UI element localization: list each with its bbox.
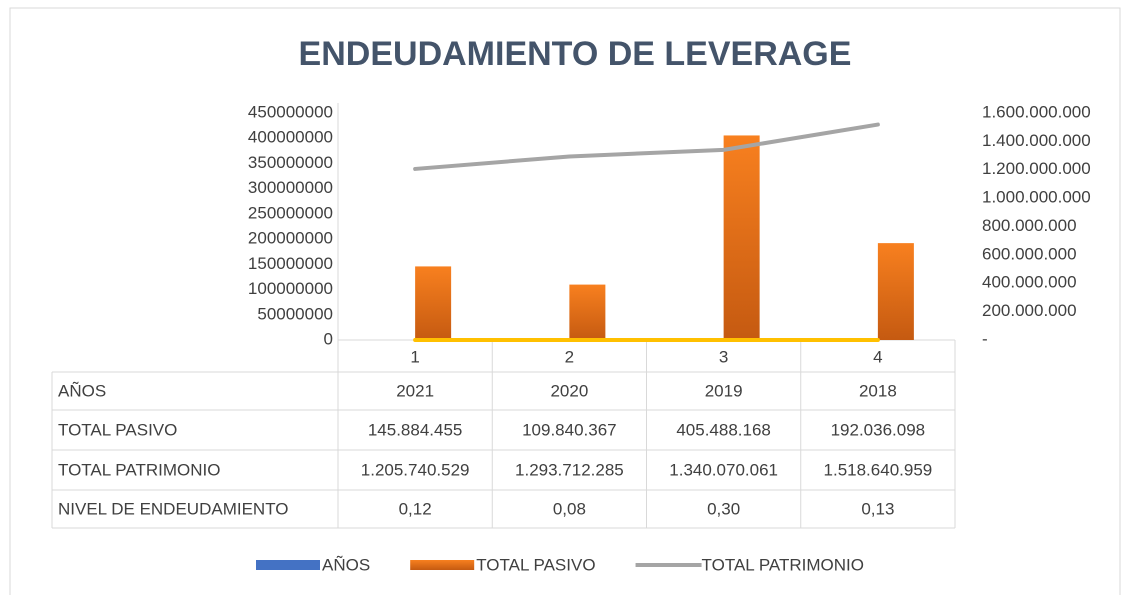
y-tick-label: 50000000 [257,304,333,323]
table-row-header: TOTAL PASIVO [58,420,177,439]
legend-swatch [410,560,475,570]
y2-tick-label: 800.000.000 [982,216,1077,235]
bar [415,266,452,340]
table-cell: 2018 [859,381,897,400]
y2-tick-label: 1.400.000.000 [982,131,1091,150]
x-tick-label: 1 [410,347,419,366]
table-cell: 0,12 [399,499,432,518]
legend-label: TOTAL PASIVO [476,555,595,574]
y2-tick-label: 400.000.000 [982,273,1077,292]
table-row-header: TOTAL PATRIMONIO [58,460,220,479]
y2-tick-label: 200.000.000 [982,301,1077,320]
y-tick-label: 300000000 [248,178,333,197]
table-cell: 2020 [550,381,588,400]
bar [569,284,606,340]
y2-tick-label: 1.000.000.000 [982,188,1091,207]
y-tick-label: 400000000 [248,128,333,147]
table-cell: 1.340.070.061 [669,460,778,479]
y-tick-label: 150000000 [248,254,333,273]
x-tick-label: 4 [873,347,882,366]
y-tick-label: 250000000 [248,203,333,222]
table-cell: 1.518.640.959 [824,460,933,479]
bar [723,135,760,340]
table-row-header: AÑOS [58,381,106,400]
y2-tick-label: - [982,329,988,348]
x-tick-label: 2 [565,347,574,366]
y-tick-label: 450000000 [248,102,333,121]
y-tick-label: 200000000 [248,229,333,248]
y-tick-label: 0 [324,329,333,348]
bar [877,243,914,340]
table-cell: 109.840.367 [522,420,617,439]
table-cell: 145.884.455 [368,420,463,439]
table-cell: 192.036.098 [831,420,926,439]
x-tick-label: 3 [719,347,728,366]
y2-tick-label: 1.200.000.000 [982,159,1091,178]
legend-label: AÑOS [322,555,370,574]
table-cell: 1.293.712.285 [515,460,624,479]
y2-tick-label: 1.600.000.000 [982,102,1091,121]
table-cell: 1.205.740.529 [361,460,470,479]
legend-label: TOTAL PATRIMONIO [702,555,864,574]
chart-title: ENDEUDAMIENTO DE LEVERAGE [299,35,852,73]
table-cell: 2021 [396,381,434,400]
y-tick-label: 100000000 [248,279,333,298]
table-cell: 0,08 [553,499,586,518]
table-row-header: NIVEL DE ENDEUDAMIENTO [58,499,289,518]
legend-swatch [256,560,320,570]
table-cell: 2019 [705,381,743,400]
chart-frame [9,7,1121,595]
table-cell: 0,30 [707,499,740,518]
table-cell: 405.488.168 [676,420,771,439]
y-tick-label: 350000000 [248,153,333,172]
line-series [413,122,880,171]
y2-tick-label: 600.000.000 [982,244,1077,263]
table-cell: 0,13 [861,499,894,518]
